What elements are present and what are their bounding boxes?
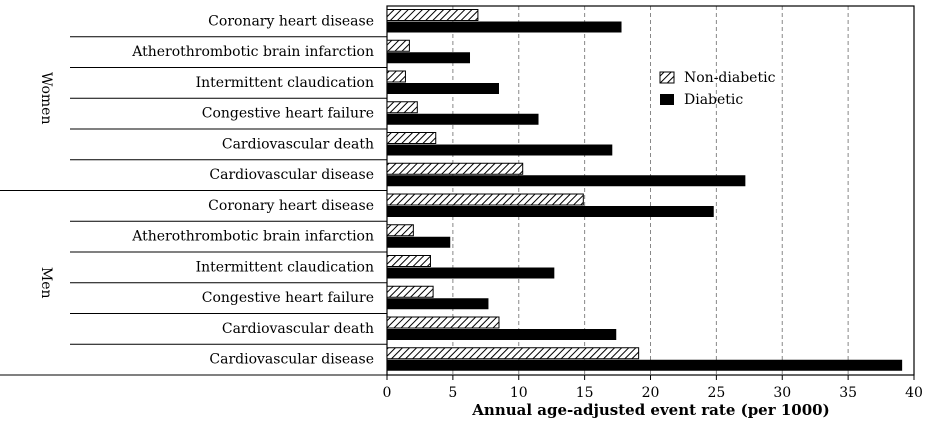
bar-diabetic (387, 175, 746, 187)
x-tick-label: 0 (383, 385, 392, 401)
bar-non-diabetic (386, 132, 437, 144)
x-tick-label: 10 (510, 385, 528, 401)
x-tick-label: 15 (576, 385, 594, 401)
bar-non-diabetic (386, 9, 479, 21)
x-tick-label: 35 (839, 385, 857, 401)
category-label: Cardiovascular disease (209, 352, 374, 368)
x-tick-label: 40 (905, 385, 923, 401)
bar-diabetic (387, 83, 499, 94)
bar-diabetic (387, 144, 613, 156)
group-label-women: Women (38, 72, 54, 124)
category-label: Congestive heart failure (202, 106, 374, 122)
grid-lines (452, 6, 849, 375)
bar-diabetic (387, 298, 489, 310)
x-tick-label: 20 (642, 385, 660, 401)
legend-swatch-non-diabetic (659, 71, 675, 84)
legend-swatch-diabetic (660, 94, 674, 105)
category-label: Congestive heart failure (202, 290, 374, 306)
group-label-men: Men (38, 267, 54, 299)
bar-non-diabetic (386, 347, 640, 360)
legend-label-non-diabetic: Non-diabetic (684, 70, 776, 86)
bar-non-diabetic (386, 255, 431, 267)
category-label: Coronary heart disease (208, 13, 374, 29)
bar-non-diabetic (386, 224, 414, 237)
bar-non-diabetic (386, 193, 584, 206)
plot-frame (0, 5, 915, 376)
group-labels: Women Men (38, 72, 54, 299)
category-label: Cardiovascular death (222, 136, 374, 152)
bar-diabetic (387, 113, 539, 125)
category-label: Intermittent claudication (196, 259, 374, 275)
category-label: Atherothrombotic brain infarction (131, 44, 374, 60)
bar-diabetic (387, 267, 555, 279)
x-tick-label: 30 (773, 385, 791, 401)
x-tick-label: 5 (448, 385, 457, 401)
bar-diabetic (387, 329, 617, 340)
x-ticks: 0 5 10 15 20 25 30 35 40 (383, 375, 923, 401)
bar-non-diabetic (386, 39, 410, 52)
bar-diabetic (387, 52, 471, 64)
bar-diabetic (387, 21, 622, 33)
category-label: Cardiovascular death (222, 321, 374, 337)
category-label: Cardiovascular disease (209, 167, 374, 183)
bar-non-diabetic (386, 316, 500, 329)
x-axis-title: Annual age-adjusted event rate (per 1000… (471, 401, 829, 419)
bar-diabetic (387, 236, 451, 248)
legend: Non-diabetic Diabetic (659, 70, 776, 108)
bar-diabetic (387, 359, 903, 371)
category-labels: Coronary heart disease Atherothrombotic b… (131, 13, 374, 367)
bar-non-diabetic (386, 101, 418, 114)
category-label: Coronary heart disease (208, 198, 374, 214)
legend-label-diabetic: Diabetic (684, 92, 743, 108)
bar-non-diabetic (386, 285, 434, 298)
bars-layer (386, 9, 903, 371)
x-tick-label: 25 (707, 385, 725, 401)
bar-non-diabetic (386, 162, 524, 175)
bar-non-diabetic (386, 70, 406, 83)
category-label: Intermittent claudication (196, 75, 374, 91)
bar-diabetic (387, 206, 714, 217)
category-label: Atherothrombotic brain infarction (131, 229, 374, 245)
